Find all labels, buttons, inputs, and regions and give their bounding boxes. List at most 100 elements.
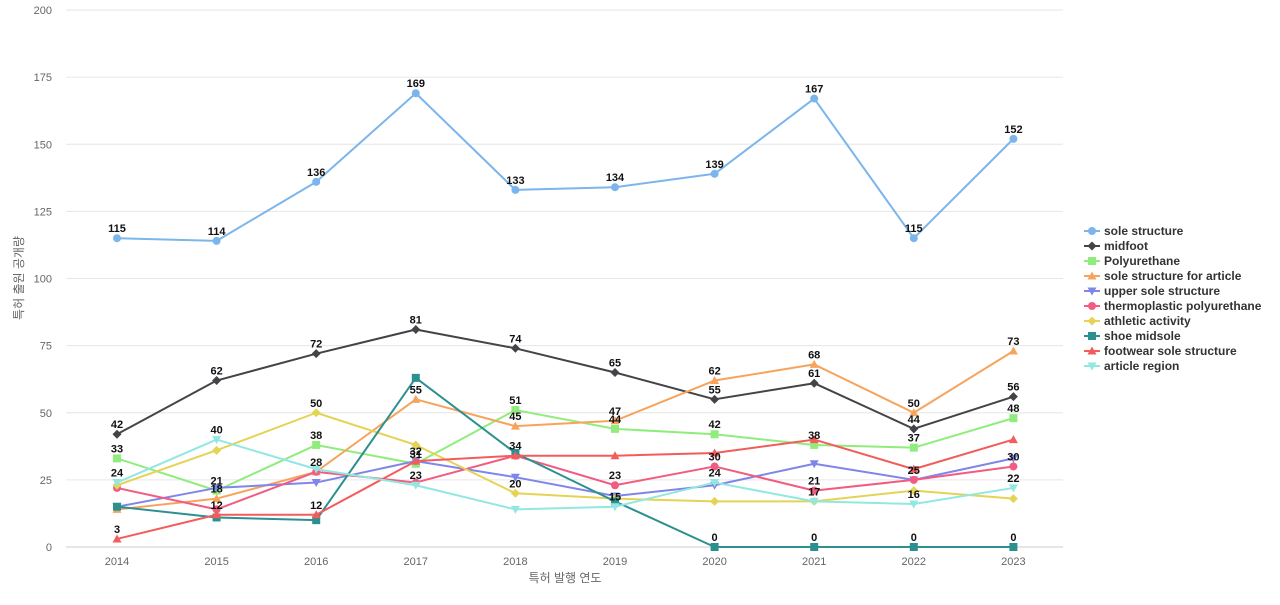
data-point[interactable] <box>611 424 619 433</box>
data-point[interactable] <box>810 486 819 495</box>
data-point[interactable] <box>710 169 719 178</box>
data-point[interactable] <box>611 481 619 490</box>
data-point[interactable] <box>112 534 122 543</box>
data-point[interactable] <box>1008 346 1018 355</box>
data-point[interactable] <box>1009 462 1018 471</box>
data-point[interactable] <box>909 234 918 243</box>
data-point[interactable] <box>1009 543 1018 551</box>
legend-item[interactable]: shoe midsole <box>1084 329 1181 343</box>
legend-item[interactable]: article region <box>1084 359 1179 373</box>
data-point[interactable] <box>312 440 321 449</box>
data-point[interactable] <box>112 429 122 439</box>
data-point[interactable] <box>511 406 520 415</box>
data-point[interactable] <box>212 236 221 245</box>
data-point[interactable] <box>610 451 620 460</box>
legend-symbol[interactable] <box>1087 287 1097 296</box>
legend-item[interactable]: thermoplastic polyurethane <box>1084 299 1262 313</box>
data-point[interactable] <box>809 460 819 469</box>
data-point[interactable] <box>311 349 321 359</box>
data-point[interactable] <box>1008 454 1018 463</box>
legend-item[interactable]: upper sole structure <box>1084 284 1220 298</box>
legend-item[interactable]: sole structure <box>1084 224 1184 238</box>
data-point[interactable] <box>909 486 919 496</box>
data-point[interactable] <box>510 473 520 482</box>
data-point[interactable] <box>809 435 819 444</box>
legend-item[interactable]: Polyurethane <box>1084 254 1180 268</box>
legend-symbol[interactable] <box>1087 271 1097 280</box>
legend-symbol[interactable] <box>1088 302 1096 310</box>
data-point[interactable] <box>212 436 222 445</box>
series-line[interactable] <box>116 457 1014 508</box>
series-line[interactable] <box>116 376 1014 548</box>
data-point[interactable] <box>809 378 819 388</box>
data-point[interactable] <box>810 440 819 449</box>
data-point[interactable] <box>411 456 421 465</box>
data-point[interactable] <box>909 543 918 551</box>
data-point[interactable] <box>809 497 819 506</box>
data-point[interactable] <box>909 464 919 473</box>
legend-symbol[interactable] <box>1087 346 1097 355</box>
legend-symbol[interactable] <box>1087 316 1097 326</box>
data-point[interactable] <box>610 416 620 425</box>
data-point[interactable] <box>311 510 321 519</box>
data-point[interactable] <box>212 376 222 386</box>
data-point[interactable] <box>1008 494 1018 504</box>
data-point[interactable] <box>510 343 520 353</box>
data-point[interactable] <box>312 516 321 525</box>
data-point[interactable] <box>411 440 421 450</box>
data-point[interactable] <box>710 448 720 457</box>
series-line[interactable] <box>116 438 1014 540</box>
legend-symbol[interactable] <box>1087 362 1097 371</box>
data-point[interactable] <box>610 503 620 512</box>
data-point[interactable] <box>1008 392 1018 402</box>
data-point[interactable] <box>411 394 421 403</box>
data-point[interactable] <box>809 359 819 368</box>
data-point[interactable] <box>411 325 421 335</box>
data-point[interactable] <box>1009 414 1018 423</box>
legend-symbol[interactable] <box>1088 257 1096 265</box>
data-point[interactable] <box>710 376 720 385</box>
series-line[interactable] <box>116 454 1014 511</box>
data-point[interactable] <box>710 479 720 488</box>
data-point[interactable] <box>909 475 918 484</box>
series-line[interactable] <box>116 409 1014 492</box>
data-point[interactable] <box>511 185 520 194</box>
data-point[interactable] <box>611 183 619 192</box>
legend-item[interactable]: athletic activity <box>1084 314 1191 328</box>
data-point[interactable] <box>710 394 720 404</box>
data-point[interactable] <box>1009 134 1018 143</box>
data-point[interactable] <box>312 177 321 186</box>
legend-item[interactable]: sole structure for article <box>1084 269 1242 283</box>
data-point[interactable] <box>909 500 919 509</box>
legend-symbol[interactable] <box>1088 227 1096 235</box>
series-line[interactable] <box>116 411 1014 503</box>
data-point[interactable] <box>510 488 520 498</box>
data-point[interactable] <box>510 451 520 460</box>
data-point[interactable] <box>909 443 918 452</box>
data-point[interactable] <box>311 479 321 488</box>
data-point[interactable] <box>113 454 121 463</box>
data-point[interactable] <box>411 89 420 98</box>
series-line[interactable] <box>116 438 1014 511</box>
legend-symbol[interactable] <box>1087 241 1097 251</box>
data-point[interactable] <box>212 445 222 455</box>
data-point[interactable] <box>113 234 121 243</box>
data-point[interactable] <box>610 367 620 377</box>
data-point[interactable] <box>710 462 719 471</box>
legend-symbol[interactable] <box>1088 332 1096 340</box>
data-point[interactable] <box>710 430 719 439</box>
data-point[interactable] <box>311 465 321 474</box>
data-point[interactable] <box>212 505 221 514</box>
data-point[interactable] <box>810 94 819 103</box>
data-point[interactable] <box>411 373 420 382</box>
data-point[interactable] <box>112 479 122 488</box>
data-point[interactable] <box>909 408 919 417</box>
data-point[interactable] <box>212 484 222 493</box>
legend-item[interactable]: footwear sole structure <box>1084 344 1237 358</box>
legend-item[interactable]: midfoot <box>1084 239 1148 253</box>
data-point[interactable] <box>212 510 222 519</box>
data-point[interactable] <box>311 408 321 418</box>
data-point[interactable] <box>710 496 720 506</box>
data-point[interactable] <box>212 494 222 503</box>
